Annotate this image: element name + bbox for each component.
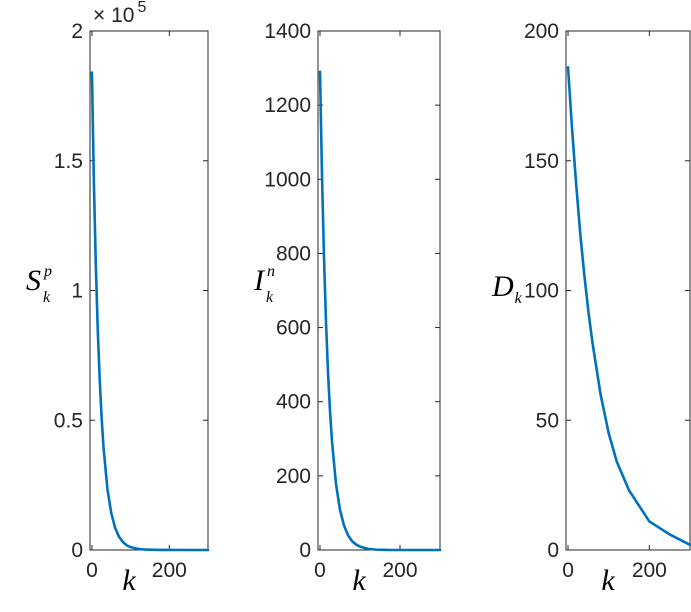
y-tick-label: 400 [276,391,311,414]
y-tick-label: 1000 [264,168,311,191]
x-axis-label: k [352,564,366,597]
panel-1: 0 0.5 1 1.5 2 0 200 k S p k × 10 5 [26,0,210,597]
plot-frame [317,30,441,551]
y-tick-label: 0 [71,539,83,562]
x-tick-label: 0 [562,559,574,582]
y-tick-label: 800 [276,242,311,265]
y-tick-label: 200 [276,465,311,488]
x-axis-label: k [122,564,136,597]
panel-3: 0 50 100 150 200 0 200 k Dk [491,20,691,597]
axis-multiplier: × 10 5 [93,0,146,27]
plot-frame [89,30,209,551]
series-line [318,70,442,552]
y-tick-label: 1.5 [54,150,83,173]
panel-2: 0 200 400 600 800 1000 1200 1400 0 200 k I n k [253,20,442,597]
y-tick-label: 1200 [264,94,311,117]
x-tick-label: 200 [382,559,417,582]
x-tick-label: 0 [86,559,98,582]
y-tick-label: 2 [71,20,83,43]
y-tick-label: 0 [547,539,559,562]
y-tick-label: 50 [536,409,559,432]
series-line [566,66,691,547]
y-tick-label: 1 [71,280,83,303]
x-tick-label: 200 [632,559,667,582]
x-axis-label: k [601,564,615,597]
y-tick-label: 0.5 [54,409,83,432]
y-tick-label: 100 [524,280,559,303]
y-tick-label: 0 [299,539,311,562]
y-tick-label: 1400 [264,20,311,43]
plot-frame [565,30,691,551]
y-tick-label: 150 [524,150,559,173]
x-tick-label: 0 [314,559,326,582]
y-tick-label: 200 [524,20,559,43]
y-tick-label: 600 [276,317,311,340]
series-line [90,71,210,552]
x-tick-label: 200 [152,559,187,582]
y-axis-label: Dk [491,270,523,307]
